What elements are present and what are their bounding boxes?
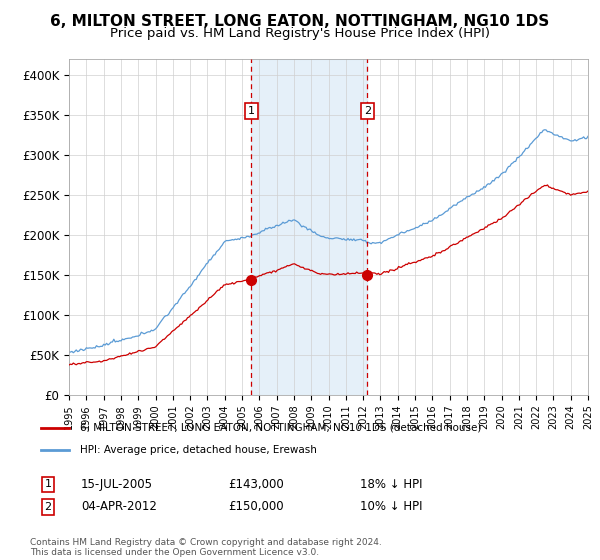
Text: 1: 1 [44, 479, 52, 489]
Text: 2: 2 [44, 502, 52, 512]
Text: 18% ↓ HPI: 18% ↓ HPI [360, 478, 422, 491]
Text: Price paid vs. HM Land Registry's House Price Index (HPI): Price paid vs. HM Land Registry's House … [110, 27, 490, 40]
Text: £143,000: £143,000 [228, 478, 284, 491]
Text: 15-JUL-2005: 15-JUL-2005 [81, 478, 153, 491]
Text: Contains HM Land Registry data © Crown copyright and database right 2024.
This d: Contains HM Land Registry data © Crown c… [30, 538, 382, 557]
Bar [251, 59, 367, 395]
Text: 1: 1 [248, 106, 255, 116]
Text: 6, MILTON STREET, LONG EATON, NOTTINGHAM, NG10 1DS: 6, MILTON STREET, LONG EATON, NOTTINGHAM… [50, 14, 550, 29]
Text: £150,000: £150,000 [228, 500, 284, 514]
Text: 10% ↓ HPI: 10% ↓ HPI [360, 500, 422, 514]
Text: 04-APR-2012: 04-APR-2012 [81, 500, 157, 514]
Text: 2: 2 [364, 106, 371, 116]
Text: 6, MILTON STREET, LONG EATON, NOTTINGHAM, NG10 1DS (detached house): 6, MILTON STREET, LONG EATON, NOTTINGHAM… [80, 423, 481, 433]
Text: HPI: Average price, detached house, Erewash: HPI: Average price, detached house, Erew… [80, 445, 317, 455]
